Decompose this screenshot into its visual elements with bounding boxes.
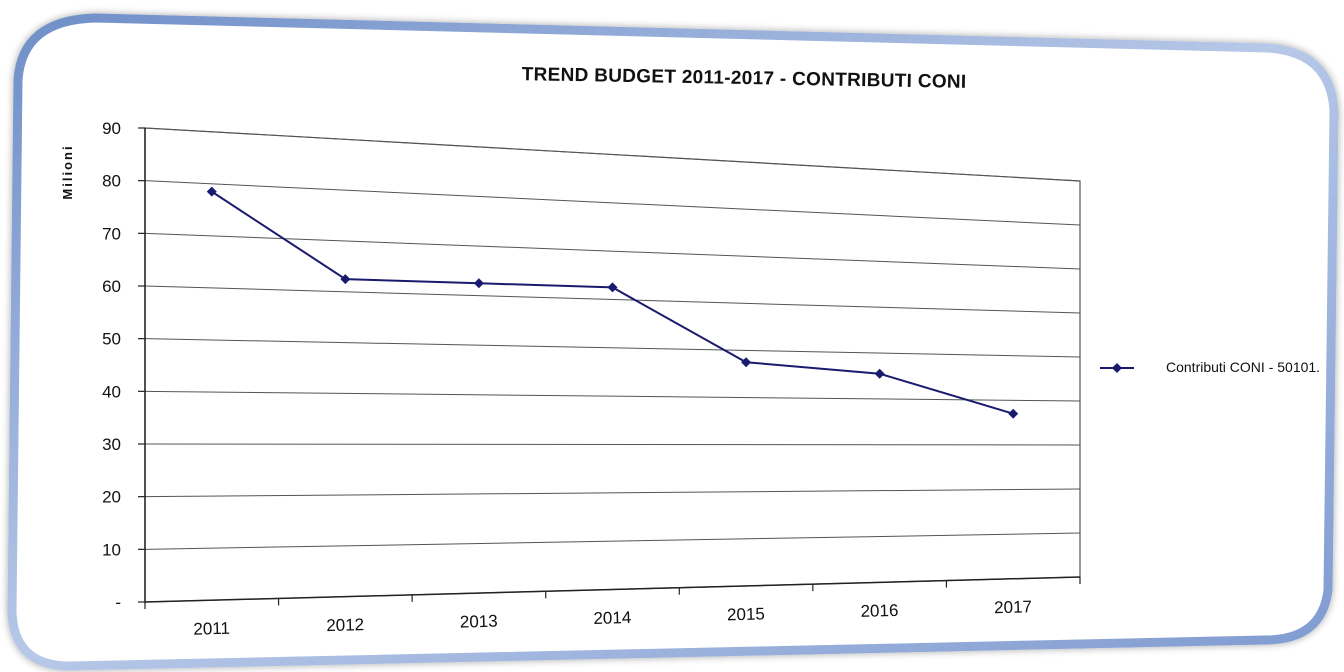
x-tick-label: 2017 (994, 597, 1032, 617)
legend-label: Contributi CONI - 50101. (1166, 359, 1320, 375)
gridline (144, 390, 1081, 402)
y-tick-label: 30 (102, 435, 121, 454)
y-tick-label: 90 (102, 119, 121, 138)
x-tick-label: 2013 (460, 612, 498, 632)
y-tick-label: 20 (102, 488, 121, 507)
x-tick-label: 2012 (326, 615, 364, 635)
y-tick-labels: - 10 20 30 40 50 60 70 80 90 (102, 119, 121, 612)
data-point-marker (607, 282, 618, 293)
data-point-marker (473, 278, 484, 289)
gridline (144, 443, 1081, 446)
x-tick-label: 2015 (727, 604, 765, 624)
gridline (144, 285, 1081, 314)
gridlines (144, 127, 1081, 550)
x-tick-label: 2014 (593, 608, 631, 628)
legend-marker-icon (1112, 363, 1122, 373)
x-tick-label: 2011 (193, 619, 230, 639)
y-tick-label: 10 (102, 540, 121, 559)
x-tick-labels: 2011 2012 2013 2014 2015 2016 2017 (193, 597, 1032, 638)
y-tick-label: 60 (102, 277, 121, 296)
y-tick-label: 80 (102, 172, 121, 191)
x-axis (144, 576, 1081, 603)
x-tick-label: 2016 (860, 601, 898, 621)
data-points (206, 186, 1019, 419)
data-point-marker (741, 357, 752, 368)
axes (138, 127, 1081, 609)
legend[interactable]: Contributi CONI - 50101. (1100, 359, 1320, 375)
data-point-marker (1008, 408, 1019, 419)
gridline (144, 532, 1081, 550)
gridline (144, 232, 1081, 270)
plot-background (144, 127, 1081, 603)
data-point-marker (206, 186, 217, 197)
y-tick-label: 70 (102, 224, 121, 243)
y-tick-label: - (115, 593, 121, 612)
data-point-marker (340, 274, 351, 285)
gridline (144, 180, 1081, 226)
y-axis-label: Milioni (60, 144, 75, 199)
data-point-marker (874, 368, 885, 379)
gridline (144, 338, 1081, 358)
y-tick-label: 40 (102, 382, 121, 401)
plot-area (144, 127, 1081, 603)
y-tick-label: 50 (102, 330, 121, 349)
gridline (144, 488, 1081, 498)
gridline (144, 127, 1081, 182)
